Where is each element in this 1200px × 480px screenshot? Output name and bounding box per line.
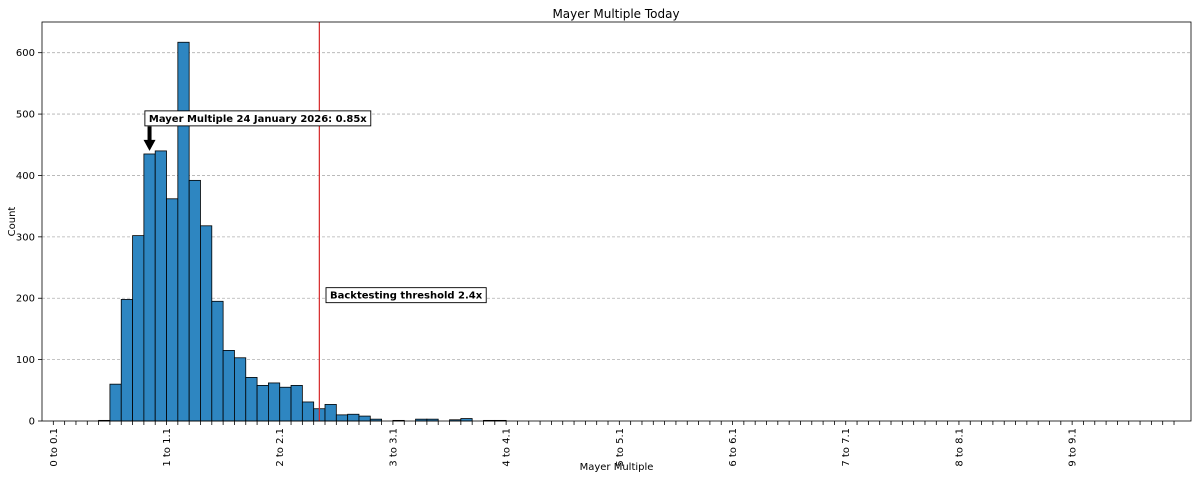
x-tick-label: 5 to 5.1 <box>615 428 626 467</box>
y-tick-label: 400 <box>16 171 35 182</box>
histogram-bar <box>177 41 190 422</box>
histogram-bar <box>211 300 224 422</box>
histogram-bar <box>290 384 303 422</box>
histogram-bar <box>347 413 360 422</box>
x-axis: 0 to 0.1 1 to 1.1 2 to 2.1 3 to 3.1 4 to 4.1… <box>49 421 1175 467</box>
histogram-bar <box>335 414 349 422</box>
x-tick-label: 0 to 0.1 <box>49 428 60 467</box>
histogram-bar <box>188 179 201 422</box>
x-axis-label: Mayer Multiple <box>580 462 654 473</box>
histogram-bar <box>166 198 179 422</box>
x-tick-label: 9 to 9.1 <box>1068 428 1079 467</box>
x-tick-label: 2 to 2.1 <box>275 428 286 467</box>
bars <box>98 41 507 422</box>
histogram-bar <box>268 382 281 422</box>
histogram-bar <box>234 357 247 422</box>
annotation-box <box>144 110 372 127</box>
histogram-bar <box>324 404 337 422</box>
annotation-label: Mayer Multiple 24 January 2026: 0.85x <box>149 114 367 125</box>
histogram-bar <box>132 235 145 422</box>
x-tick-label: 1 to 1.1 <box>162 428 173 467</box>
y-tick-label: 600 <box>16 48 35 59</box>
annotation-box <box>325 287 487 304</box>
y-axis: 0 100 200 300 400 500 600 <box>16 48 42 428</box>
annotation-label: Backtesting threshold 2.4x <box>330 291 483 302</box>
histogram-bar <box>143 153 156 422</box>
histogram-bar <box>245 377 258 422</box>
histogram-bar <box>222 350 235 422</box>
x-tick-label: 8 to 8.1 <box>954 428 965 467</box>
histogram-bar <box>279 386 292 422</box>
x-tick-label: 4 to 4.1 <box>502 428 513 467</box>
histogram-bar <box>301 401 315 422</box>
annotations: Mayer Multiple 24 January 2026: 0.85x Bac… <box>143 110 487 304</box>
histogram-bar <box>358 415 371 422</box>
y-axis-label: Count <box>7 207 18 237</box>
x-tick-label: 6 to 6.1 <box>728 428 739 467</box>
annotation-arrow-head <box>143 139 156 151</box>
histogram-bar <box>109 383 122 422</box>
histogram-bar <box>200 225 213 422</box>
y-tick-label: 100 <box>16 355 35 366</box>
x-tick-label: 3 to 3.1 <box>388 428 399 467</box>
y-tick-label: 500 <box>16 110 35 121</box>
histogram-bar <box>154 150 167 422</box>
chart-title: Mayer Multiple Today <box>552 7 679 21</box>
y-tick-label: 300 <box>16 232 35 243</box>
y-tick-label: 0 <box>29 417 35 428</box>
x-tick-label: 7 to 7.1 <box>841 428 852 467</box>
histogram-bar <box>120 299 133 422</box>
grid-lines <box>42 52 1191 361</box>
plot-frame <box>41 21 1192 422</box>
histogram-bar <box>256 384 269 422</box>
y-tick-label: 200 <box>16 294 35 305</box>
